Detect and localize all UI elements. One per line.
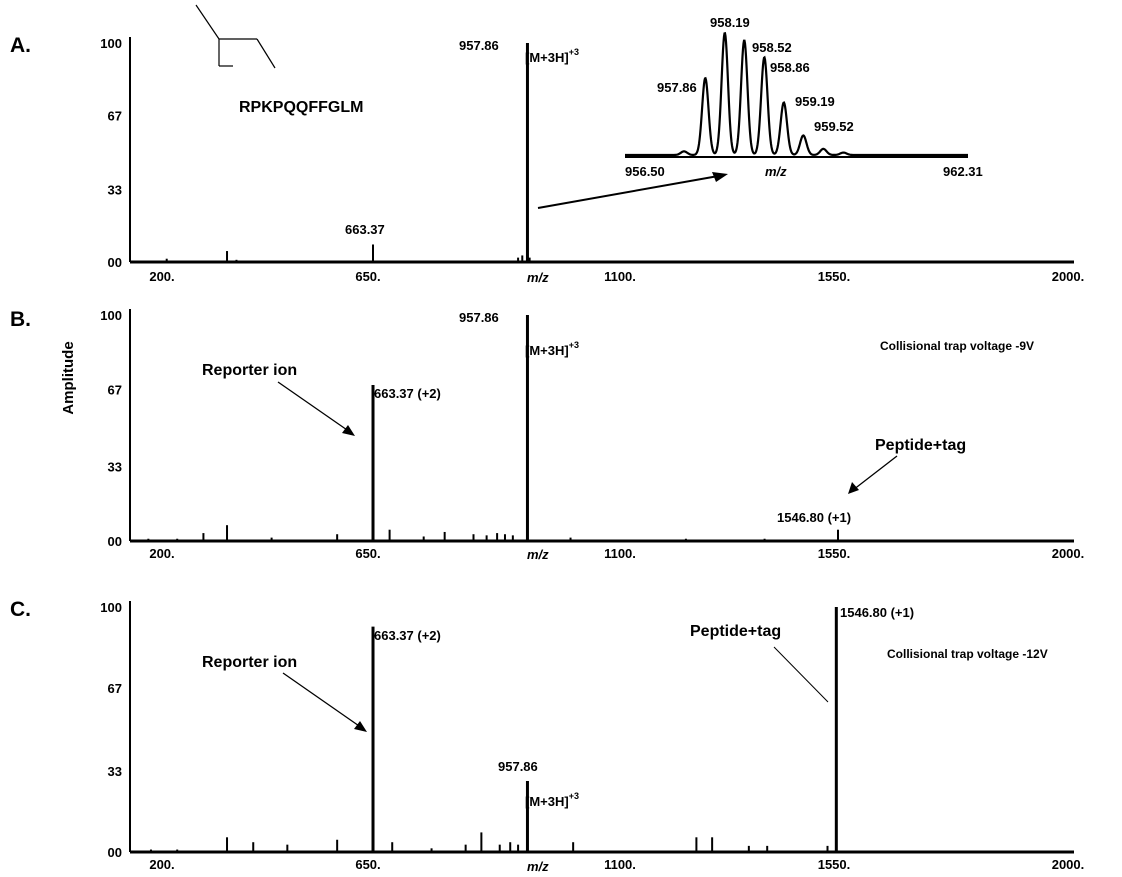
x-tick-label: 650. xyxy=(355,546,380,561)
inset-isotope-profile xyxy=(625,32,968,157)
x-tick-label: 1550. xyxy=(818,546,851,561)
y-axis-label: Amplitude xyxy=(60,341,77,414)
inset-peak-label-5: 959.19 xyxy=(795,94,835,109)
panel-b-ion-label: [M+3H]+3 xyxy=(525,340,579,358)
x-tick-label: 1100. xyxy=(604,857,636,872)
inset-peak-label-1: 957.86 xyxy=(657,80,697,95)
x-tick-label: 1550. xyxy=(818,269,851,284)
inset-peak-label-4: 958.86 xyxy=(770,60,810,75)
peptide-sequence-label: RPKPQQFFGLM xyxy=(239,99,363,116)
inset-peak-label-3: 958.52 xyxy=(752,40,792,55)
panel-c-peak-663-label: 663.37 (+2) xyxy=(374,628,441,643)
inset-xtick-start: 956.50 xyxy=(625,164,665,179)
panel-c-letter: C. xyxy=(10,598,31,621)
x-tick-label: 2000. xyxy=(1052,269,1085,284)
inset-arrow-head xyxy=(712,172,728,182)
panel-c-peptide-tag-label: Peptide+tag xyxy=(690,623,781,640)
inset-xtick-end: 962.31 xyxy=(943,164,983,179)
y-tick-label: 00 xyxy=(108,255,122,270)
y-tick-label: 67 xyxy=(108,681,122,696)
panel-c-ion-label: [M+3H]+3 xyxy=(525,791,579,809)
panel-a-peak-663-label: 663.37 xyxy=(345,222,385,237)
panel-b-peptide-arrow xyxy=(852,455,898,491)
panel-a-ion-label: [M+3H]+3 xyxy=(525,47,579,65)
panel-a-peak-957-label: 957.86 xyxy=(459,38,499,53)
panel-a-xlabel: m/z xyxy=(527,270,549,285)
panel-c-reporter-ion-label: Reporter ion xyxy=(202,654,297,671)
panel-c-peak-1546-label: 1546.80 (+1) xyxy=(840,605,914,620)
panel-b-peptide-arrow-head xyxy=(848,482,859,494)
y-tick-label: 33 xyxy=(108,183,122,198)
panel-b-peak-957-label: 957.86 xyxy=(459,310,499,325)
x-tick-label: 2000. xyxy=(1052,857,1085,872)
x-tick-label: 1550. xyxy=(818,857,851,872)
panel-c-peptide-line xyxy=(773,646,829,703)
panel-c: C. 00 33 67 100 200. 650. 1100. 1550. 2000. m/z… xyxy=(10,598,1084,874)
isotope-inset: 957.86 958.19 958.52 958.86 959.19 959.5… xyxy=(625,15,983,179)
panel-b-xlabel: m/z xyxy=(527,547,549,562)
panel-b-reporter-ion-label: Reporter ion xyxy=(202,362,297,379)
panel-b-condition-label: Collisional trap voltage -9V xyxy=(880,339,1034,353)
panel-b-reporter-arrow xyxy=(277,381,351,433)
panel-b-peak-663-label: 663.37 (+2) xyxy=(374,386,441,401)
y-tick-label: 100 xyxy=(100,36,122,51)
panel-c-condition-label: Collisional trap voltage -12V xyxy=(887,647,1048,661)
y-tick-label: 67 xyxy=(108,108,122,123)
panel-b: B. 00 33 67 100 200. 650. 1100. 1550. 2000. m/z… xyxy=(10,308,1084,562)
x-tick-label: 650. xyxy=(355,857,380,872)
y-tick-label: 100 xyxy=(100,308,122,323)
inset-peak-label-6: 959.52 xyxy=(814,119,854,134)
panel-b-reporter-arrow-head xyxy=(342,425,355,436)
y-tick-label: 33 xyxy=(108,459,122,474)
panel-b-letter: B. xyxy=(10,308,31,331)
panel-b-peak-1546-label: 1546.80 (+1) xyxy=(777,510,851,525)
x-tick-label: 200. xyxy=(149,269,174,284)
panel-a-letter: A. xyxy=(10,34,31,57)
peptide-structure-sketch xyxy=(195,4,276,69)
x-tick-label: 1100. xyxy=(604,546,636,561)
panel-b-peptide-tag-label: Peptide+tag xyxy=(875,437,966,454)
inset-peak-label-2: 958.19 xyxy=(710,15,750,30)
x-tick-label: 2000. xyxy=(1052,546,1085,561)
panel-c-peak-957-label: 957.86 xyxy=(498,759,538,774)
inset-arrow xyxy=(537,174,725,209)
y-tick-label: 33 xyxy=(108,764,122,779)
x-tick-label: 650. xyxy=(355,269,380,284)
x-tick-label: 200. xyxy=(149,546,174,561)
panel-c-xlabel: m/z xyxy=(527,859,549,874)
y-tick-label: 00 xyxy=(108,845,122,860)
y-tick-label: 00 xyxy=(108,534,122,549)
inset-xlabel: m/z xyxy=(765,164,787,179)
y-tick-label: 100 xyxy=(100,600,122,615)
panel-a: A. 00 33 67 100 200. 650. 1100. 1550. 2000. m/z… xyxy=(10,4,1085,285)
x-tick-label: 1100. xyxy=(604,269,636,284)
panel-c-reporter-arrow-head xyxy=(354,721,367,732)
y-tick-label: 67 xyxy=(108,383,122,398)
panel-c-reporter-arrow xyxy=(282,672,363,729)
x-tick-label: 200. xyxy=(149,857,174,872)
